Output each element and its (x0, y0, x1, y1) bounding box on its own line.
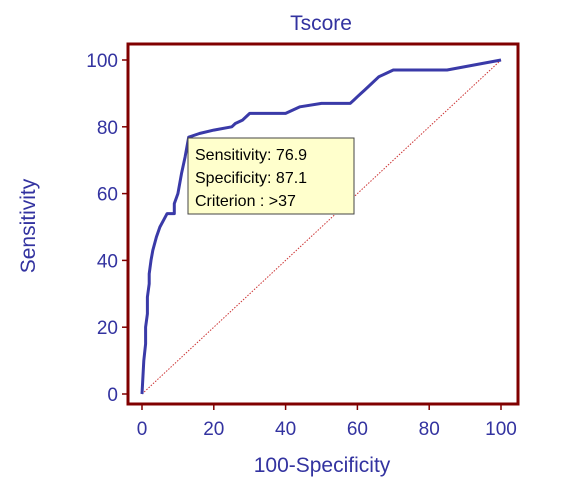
reference-diagonal (141, 59, 502, 395)
x-tick-label: 20 (203, 419, 224, 440)
tooltip-criterion: Criterion : >37 (195, 193, 296, 210)
tooltip-sensitivity: Sensitivity: 76.9 (195, 147, 307, 164)
x-tick-label: 60 (347, 419, 368, 440)
y-tick-label: 20 (97, 318, 118, 339)
x-tick-label: 40 (275, 419, 296, 440)
axis-ticks: 0 20 40 60 80 100 0 20 40 60 80 100 (86, 51, 517, 440)
y-tick-label: 0 (107, 385, 118, 406)
y-tick-label: 40 (97, 251, 118, 272)
x-tick-label: 0 (137, 419, 148, 440)
x-axis-label: 100-Specificity (254, 454, 391, 477)
plot-frame (126, 42, 520, 406)
x-tick-label: 80 (419, 419, 440, 440)
x-tick-label: 100 (485, 419, 517, 440)
criterion-tooltip: Sensitivity: 76.9 Specificity: 87.1 Crit… (187, 137, 355, 215)
y-axis-label: Sensitivity (17, 178, 40, 273)
plot-area (126, 42, 520, 406)
y-tick-label: 60 (97, 185, 118, 206)
chart-title: Tscore (290, 12, 352, 35)
tooltip-box (187, 137, 355, 215)
tooltip-specificity: Specificity: 87.1 (195, 170, 307, 187)
y-tick-label: 80 (97, 118, 118, 139)
roc-curve (140, 58, 502, 395)
y-tick-label: 100 (86, 51, 118, 72)
